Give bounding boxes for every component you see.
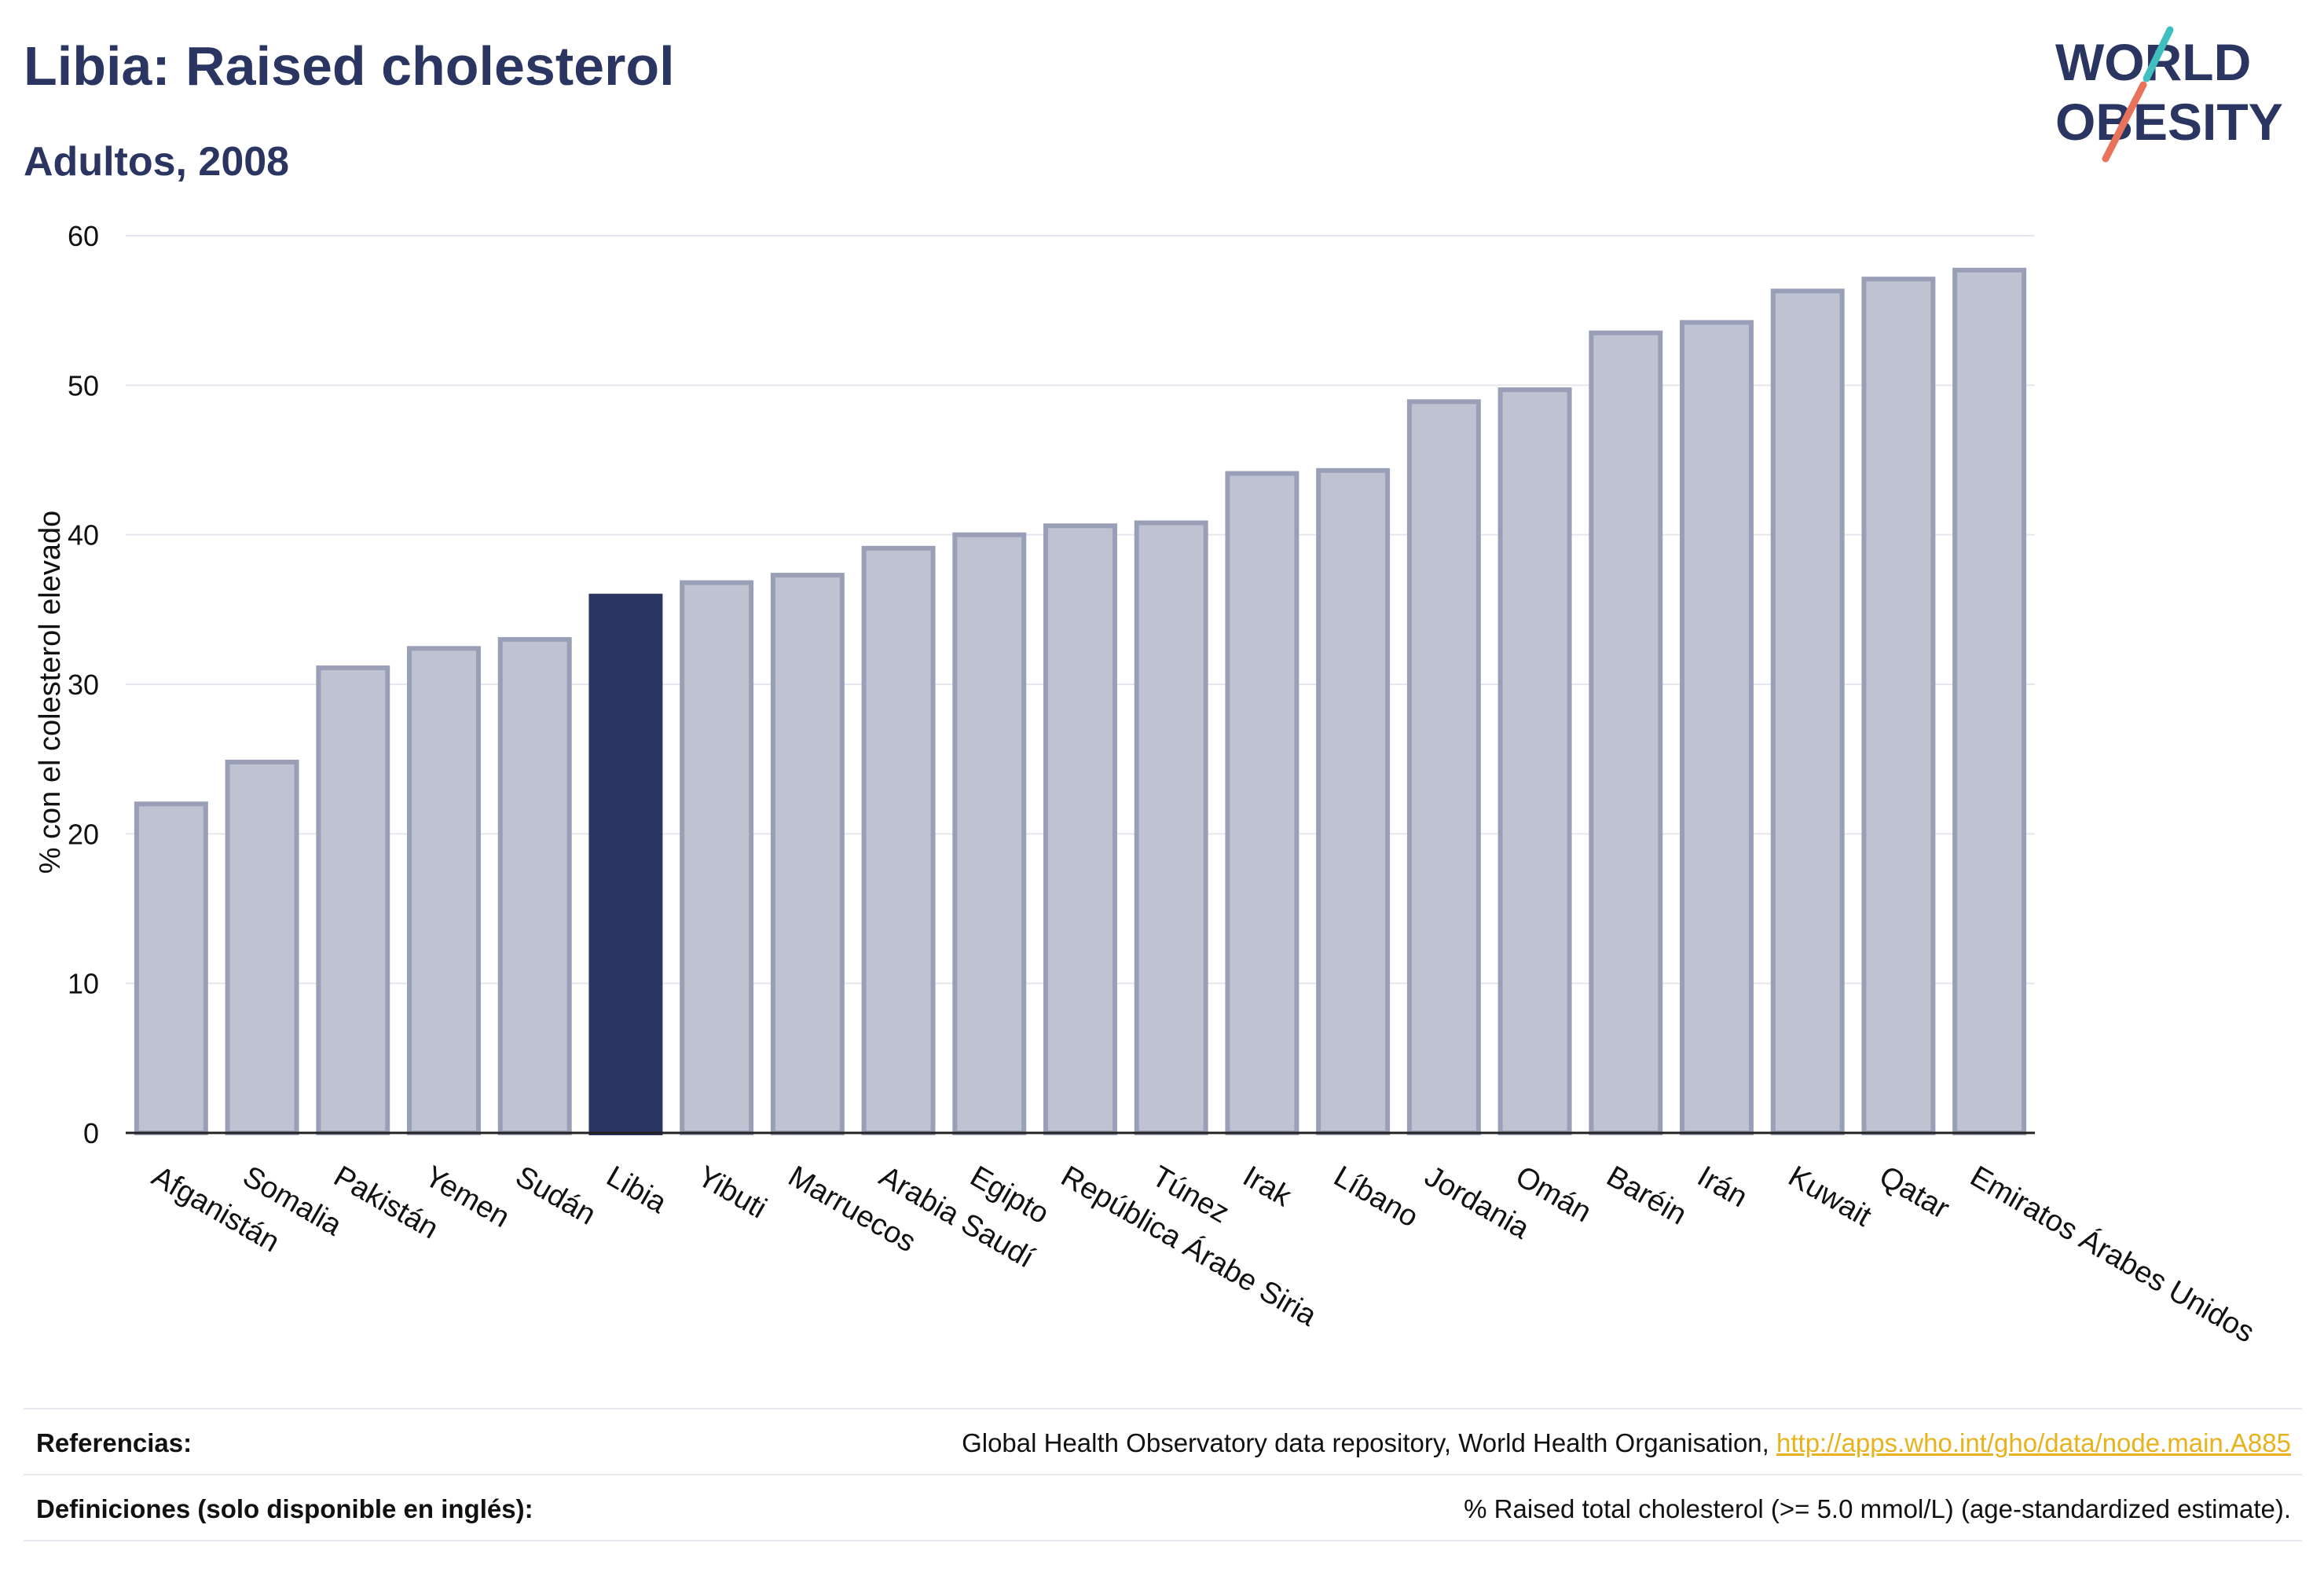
y-tick-labels: 0 10 20 30 40 50 60 [68,220,99,1149]
logo-slash-coral [2102,81,2147,163]
bar [1497,387,1572,1135]
logo-line-2: OBESITY [2055,93,2283,151]
y-tick-label: 10 [68,968,99,1000]
footer-definitions: Definiciones (solo disponible en inglés)… [24,1474,2302,1540]
bar [1861,277,1936,1135]
references-link[interactable]: http://apps.who.int/gho/data/node.main.A… [1776,1428,2291,1457]
y-tick-label: 40 [68,519,99,552]
bar [952,532,1027,1135]
y-tick-label: 50 [68,369,99,401]
bar [407,646,481,1135]
bar-chart: 0 10 20 30 40 50 60 AfganistánSomaliaPakistánY… [34,220,2260,1350]
x-tick-label: Líbano [1328,1160,1424,1233]
world-obesity-logo: WORLD OBESITY [2055,26,2283,163]
x-tick-label: Irán [1692,1160,1753,1214]
definitions-label: Definiciones (solo disponible en inglés)… [36,1494,533,1523]
bar [1225,471,1299,1135]
bar [1680,320,1754,1136]
references-value: Global Health Observatory data repositor… [962,1428,2291,1458]
bar [770,573,845,1135]
y-tick-label: 60 [68,220,99,252]
bar [316,665,390,1135]
bar [1134,520,1208,1135]
bar [1589,330,1663,1135]
chart-subtitle: Adultos, 2008 [24,139,290,185]
x-tick-label: Libia [601,1160,673,1220]
x-tick-label: Pakistán [328,1160,444,1245]
definitions-text: % Raised total cholesterol (>= 5.0 mmol/… [1464,1494,2291,1523]
x-tick-label: Baréin [1601,1160,1692,1231]
x-tick-label: Sudán [510,1160,601,1231]
y-axis-label: % con el colesterol elevado [34,511,67,874]
bar [1952,267,2027,1136]
bar [225,759,299,1135]
y-tick-label: 30 [68,669,99,701]
x-tick-label: Emiratos Árabes Unidos [1964,1159,2260,1349]
bar [1770,288,1845,1135]
footer-references: Referencias: Global Health Observatory d… [24,1408,2302,1474]
bar [1316,467,1391,1135]
y-tick-label: 20 [68,818,99,850]
bar [588,593,663,1135]
bar [680,580,754,1135]
bar [861,545,936,1135]
references-label: Referencias: [36,1428,192,1457]
x-tick-label: Jordania [1419,1160,1535,1246]
bar [1043,523,1117,1135]
bars [134,267,2027,1136]
bar [1406,399,1481,1135]
x-tick-label: Irak [1237,1160,1298,1214]
footer-divider [24,1540,2302,1541]
x-tick-label: Yibuti [691,1160,772,1225]
references-text: Global Health Observatory data repositor… [962,1428,1777,1457]
y-tick-label: 0 [83,1117,99,1149]
bar [134,801,208,1135]
bar [497,636,572,1135]
x-tick-label: Qatar [1874,1160,1956,1226]
chart-title: Libia: Raised cholesterol [24,35,675,97]
x-tick-label: Kuwait [1783,1160,1877,1233]
logo-slash-teal [2143,26,2174,82]
